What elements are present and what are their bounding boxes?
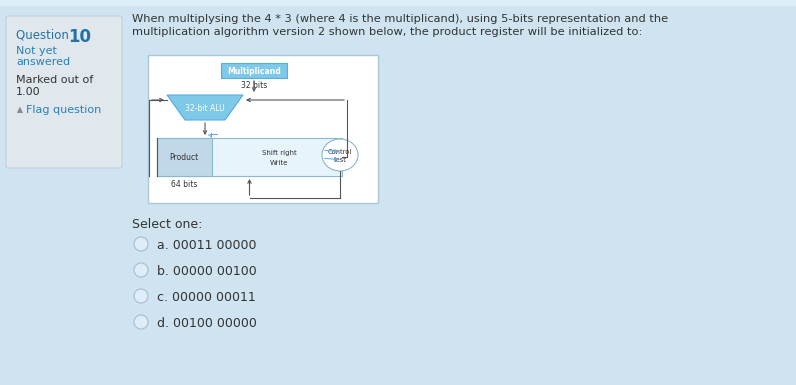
Text: Control: Control xyxy=(328,149,352,155)
Text: Select one:: Select one: xyxy=(132,218,202,231)
Text: Question: Question xyxy=(16,28,72,41)
FancyBboxPatch shape xyxy=(221,63,287,78)
Text: 64 bits: 64 bits xyxy=(171,180,197,189)
Text: Not yet: Not yet xyxy=(16,46,57,56)
Circle shape xyxy=(134,315,148,329)
Text: test: test xyxy=(334,157,346,163)
Text: Shift right: Shift right xyxy=(262,150,296,156)
Text: answered: answered xyxy=(16,57,70,67)
Text: 32 bits: 32 bits xyxy=(241,81,267,90)
Circle shape xyxy=(134,289,148,303)
Text: d. 00100 00000: d. 00100 00000 xyxy=(157,317,257,330)
Text: Write: Write xyxy=(270,160,288,166)
Text: c. 00000 00011: c. 00000 00011 xyxy=(157,291,256,304)
Text: Product: Product xyxy=(170,154,199,162)
Text: Marked out of: Marked out of xyxy=(16,75,93,85)
Text: Multiplicand: Multiplicand xyxy=(227,67,281,75)
Bar xyxy=(148,55,378,203)
Bar xyxy=(157,138,342,176)
Circle shape xyxy=(134,263,148,277)
Text: When multiplysing the 4 * 3 (where 4 is the multiplicand), using 5-bits represen: When multiplysing the 4 * 3 (where 4 is … xyxy=(132,14,668,24)
Text: a. 00011 00000: a. 00011 00000 xyxy=(157,239,256,252)
Text: b. 00000 00100: b. 00000 00100 xyxy=(157,265,257,278)
Polygon shape xyxy=(167,95,243,120)
Bar xyxy=(157,138,212,176)
FancyBboxPatch shape xyxy=(6,16,122,168)
Text: ▶: ▶ xyxy=(16,105,25,112)
Text: Flag question: Flag question xyxy=(26,105,101,115)
Text: multiplication algorithm version 2 shown below, the product register will be ini: multiplication algorithm version 2 shown… xyxy=(132,27,642,37)
Ellipse shape xyxy=(322,139,358,171)
Bar xyxy=(0,0,796,6)
Text: 10: 10 xyxy=(68,28,91,46)
Circle shape xyxy=(134,237,148,251)
Text: 32-bit ALU: 32-bit ALU xyxy=(185,104,224,113)
Text: 1.00: 1.00 xyxy=(16,87,41,97)
